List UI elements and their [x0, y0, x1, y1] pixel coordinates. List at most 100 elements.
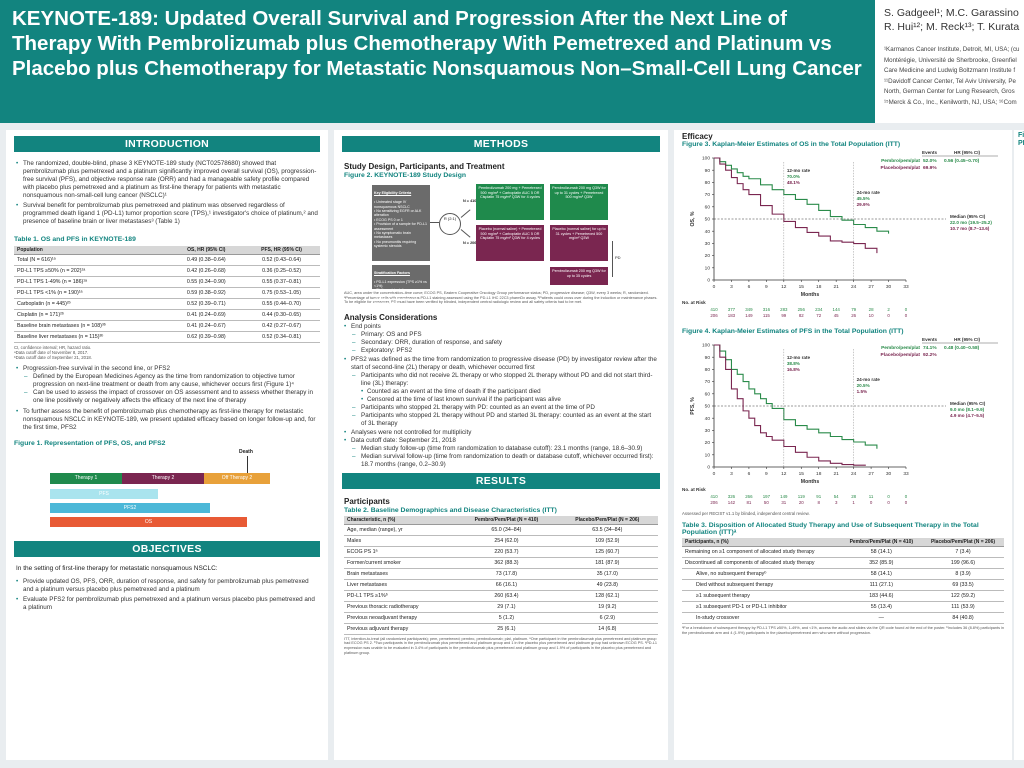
column-partial-right: Fi PF — [1014, 130, 1024, 760]
at-risk-value: 0 — [887, 313, 890, 318]
legend-series-name: Pembro/pem/plat — [881, 345, 920, 351]
table-cell: 0.44 (0.30–0.65) — [243, 309, 320, 321]
arrow-line — [430, 222, 439, 223]
at-risk-value: 0 — [905, 494, 908, 499]
table-cell: 125 (60.7) — [556, 546, 658, 558]
table-cell: PD-L1 TPS 1-49% (n = 186)¹ᵃ — [14, 276, 170, 288]
table-cell: ≥1 subsequent therapy — [682, 590, 841, 603]
at-risk-value: 91 — [816, 494, 821, 499]
partial-caption: Fi PF — [1018, 132, 1024, 148]
table-cell: 0.49 (0.38–0.64) — [169, 254, 244, 266]
x-tick-label: 33 — [903, 284, 909, 290]
x-tick-label: 15 — [799, 471, 805, 477]
y-tick-label: 60 — [705, 204, 711, 210]
at-risk-value: 26 — [851, 313, 856, 318]
table-cell: 0.55 (0.44–0.70) — [243, 298, 320, 310]
partial-text: PF — [1018, 140, 1024, 147]
arm1-maintenance-box: Pembrolizumab 200 mg Q3W for up to 31 cy… — [550, 184, 608, 220]
table1-caption: Table 1. OS and PFS in KEYNOTE-189 — [14, 236, 136, 243]
table3: Participants, n (%) Pembro/Pem/Plat (N = … — [682, 538, 1004, 625]
authors-line-2: R. Hui¹²; M. Reck¹³; T. Kurata — [884, 21, 1020, 33]
table-cell: In-study crossover — [682, 612, 841, 625]
table-row: PD-L1 TPS 1-49% (n = 186)¹ᵃ 0.55 (0.34–0.… — [14, 276, 320, 288]
y-tick-label: 80 — [705, 367, 711, 373]
table-cell: 84 (40.8) — [921, 612, 1004, 625]
pfs2-sub-list: Participants who did not receive 2L ther… — [344, 372, 658, 388]
table-row: Previous neoadjuvant therapy 5 (1.2) 6 (2.… — [344, 612, 658, 624]
x-tick-label: 3 — [730, 284, 733, 290]
pfs2-sub2-item: Counted as an event at the time of death… — [344, 388, 658, 396]
pfs2-bullet: Progression-free survival in the second … — [16, 365, 318, 373]
arm2-maintenance-box: Placebo (normal saline) for up to 31 cyc… — [550, 225, 608, 261]
table-cell: 0.59 (0.38–0.92) — [169, 287, 244, 299]
at-risk-value: 0 — [887, 500, 890, 505]
table-cell: Baseline liver metastases (n = 115)³ᵇ — [14, 331, 170, 343]
table-cell: 65.0 (34–84) — [456, 524, 557, 536]
rate-24mo-pembro: 20.5% — [857, 383, 870, 388]
table2: Characteristic, n (%) Pembro/Pem/Plat (N … — [344, 515, 658, 635]
y-tick-label: 30 — [705, 428, 711, 434]
table-header-cell: Pembro/Pem/Plat (N = 410) — [456, 515, 557, 525]
rate-12mo-label: 12-mo rate — [787, 168, 811, 173]
pfs2-definition: PFS2 was defined as the time from random… — [344, 356, 658, 372]
legend-events-header: Events — [922, 150, 938, 155]
table-cell: Remaining on ≥1 component of allocated s… — [682, 546, 841, 559]
legend-events-value: 74.1% — [923, 345, 937, 351]
legend-events-header: Events — [922, 337, 938, 342]
table-header-cell: Characteristic, n (%) — [344, 515, 457, 525]
affiliation-line: ¹Karmanos Cancer Institute, Detroit, MI,… — [884, 46, 1020, 53]
median-placebo: 10.7 mo (8.7–13.6) — [950, 226, 990, 231]
table-cell: — — [840, 612, 922, 625]
at-risk-value: 0 — [887, 494, 890, 499]
rate-24mo-label: 24-mo rate — [857, 190, 881, 195]
at-risk-label: No. at Risk — [682, 300, 706, 305]
at-risk-value: 349 — [745, 307, 753, 312]
at-risk-value: 316 — [763, 307, 771, 312]
endpoint-item: Primary: OS and PFS — [344, 331, 658, 339]
table-cell: 0.75 (0.53–1.05) — [243, 287, 320, 299]
table-cell: Males — [344, 535, 457, 547]
legend-series-name: Pembro/pem/plat — [881, 158, 920, 164]
table-row: Males 254 (62.0) 109 (52.9) — [344, 535, 658, 547]
table-cell: 66 (16.1) — [456, 579, 557, 591]
at-risk-value: 197 — [763, 494, 771, 499]
legend-events-value: 52.0% — [923, 158, 937, 164]
table-cell: 14 (6.8) — [556, 623, 658, 635]
multiplicity-bullet: Analyses were not controlled for multipl… — [344, 429, 658, 437]
y-tick-label: 30 — [705, 241, 711, 247]
n-bottom-label: N = 206 — [463, 241, 477, 245]
endpoints-list: End points — [344, 323, 658, 331]
authors-panel: S. Gadgeel¹; M.C. Garassino R. Hui¹²; M.… — [875, 0, 1024, 123]
rate-12mo-placebo: 48.1% — [787, 180, 800, 185]
legend-hr-header: HR (95% CI) — [954, 337, 981, 342]
at-risk-value: 206 — [710, 500, 718, 505]
introduction-heading: INTRODUCTION — [14, 136, 320, 152]
rate-24mo-placebo: 1.5% — [857, 389, 867, 394]
cutoff-sub-list: Median study follow-up (time from random… — [344, 445, 658, 469]
table-header-row: Population OS, HR (95% CI) PFS, HR (95% CI… — [14, 246, 320, 255]
y-tick-label: 70 — [705, 192, 711, 198]
y-tick-label: 50 — [705, 404, 711, 410]
legend-hr-value: 0.48 (0.40–0.58) — [944, 345, 980, 351]
table-cell: 183 (44.6) — [840, 590, 922, 603]
x-tick-label: 6 — [748, 471, 751, 477]
affiliation-line: North, German Center for Lung Research, … — [884, 88, 1015, 95]
table-row: Liver metastases 66 (16.1) 49 (23.8) — [344, 579, 658, 591]
table-row: Former/current smoker 362 (88.3) 181 (87.9… — [344, 557, 658, 569]
column-efficacy: Efficacy Figure 3. Kaplan-Meier Estimate… — [674, 130, 1012, 760]
table-cell: 254 (62.0) — [456, 535, 557, 547]
y-tick-label: 80 — [705, 180, 711, 186]
column-introduction: INTRODUCTION The randomized, double-blin… — [6, 130, 328, 760]
fig1-caption: Figure 1. Representation of PFS, OS, and… — [14, 439, 166, 447]
at-risk-value: 54 — [834, 494, 839, 499]
table-row: PD-L1 TPS ≥1%ᵇ 260 (63.4) 128 (62.1) — [344, 590, 658, 602]
table-cell: 0.62 (0.39–0.98) — [169, 331, 244, 343]
table-cell: 35 (17.0) — [556, 568, 658, 580]
table-cell: 7 (3.4) — [921, 546, 1004, 559]
analysis-heading: Analysis Considerations — [344, 312, 438, 322]
table-cell: Died without subsequent therapy — [682, 579, 841, 592]
at-risk-value: 142 — [728, 500, 736, 505]
x-tick-label: 9 — [765, 471, 768, 477]
affiliation-line: ¹¹Davidoff Cancer Center, Tel Aviv Unive… — [884, 77, 1016, 85]
